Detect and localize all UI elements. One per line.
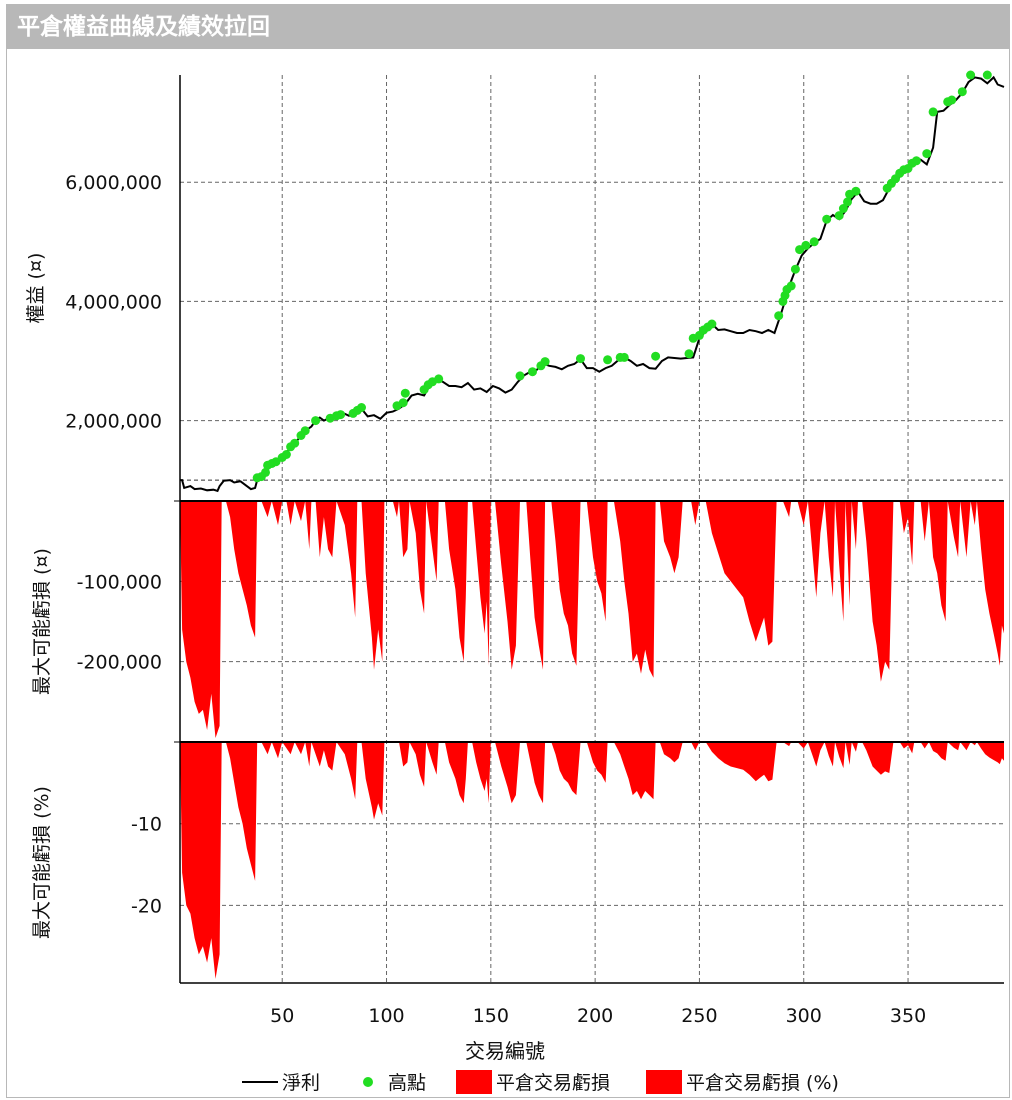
y-tick-label: -100,000 <box>77 571 162 593</box>
high-point-marker <box>300 426 310 436</box>
legend-label: 平倉交易虧損 <box>496 1072 610 1094</box>
high-point-marker <box>515 371 525 381</box>
x-tick-label: 50 <box>270 1005 294 1027</box>
y-axis-title: 最大可能虧損 (%) <box>31 786 53 939</box>
high-point-marker <box>290 438 300 448</box>
high-point-marker <box>843 197 852 207</box>
y-tick-label: -10 <box>131 814 162 836</box>
high-point-marker <box>838 204 848 213</box>
high-point-marker <box>651 351 661 361</box>
legend-label: 高點 <box>388 1072 426 1094</box>
axis-layer: 50 100 150 200 250 300 350 2,000,000 4,000,000 6,… <box>65 75 1004 1027</box>
high-point-marker <box>434 374 444 384</box>
x-axis-title: 交易編號 <box>465 1039 545 1063</box>
high-point-marker <box>851 186 861 196</box>
high-point-marker <box>786 281 796 291</box>
drawdown-area <box>180 742 1004 979</box>
high-point-marker <box>281 450 291 459</box>
y-tick-label: 6,000,000 <box>65 172 162 194</box>
high-point-marker <box>801 240 811 250</box>
high-point-marker <box>528 367 537 377</box>
high-point-marker <box>834 211 844 221</box>
x-tick-label: 350 <box>890 1005 926 1027</box>
high-point-marker <box>576 354 585 364</box>
legend: 淨利 高點 平倉交易虧損 平倉交易虧損 (%) <box>242 1070 839 1094</box>
high-point-marker <box>311 416 321 426</box>
high-point-marker <box>707 319 717 329</box>
high-point-marker <box>947 95 957 105</box>
high-point-marker <box>928 107 938 117</box>
legend-dot-swatch <box>363 1077 373 1087</box>
high-point-marker <box>684 349 694 359</box>
high-point-marker <box>398 398 408 408</box>
legend-label: 淨利 <box>282 1072 320 1094</box>
high-point-marker <box>540 357 550 367</box>
high-point-marker <box>357 403 366 412</box>
high-point-marker <box>982 70 992 80</box>
legend-box-swatch <box>646 1070 682 1094</box>
y-axis-title: 最大可能虧損 (¤) <box>31 548 53 695</box>
high-point-marker <box>774 311 784 321</box>
high-point-marker <box>809 237 819 247</box>
legend-label: 平倉交易虧損 (%) <box>686 1072 839 1094</box>
high-point-marker <box>261 467 270 477</box>
x-tick-label: 150 <box>473 1005 509 1027</box>
high-point-marker <box>957 87 967 97</box>
drawdown-area <box>180 501 1004 738</box>
legend-box-swatch <box>456 1070 492 1094</box>
high-point-marker <box>922 149 932 159</box>
series-layer <box>180 70 1005 979</box>
high-point-marker <box>911 156 921 166</box>
y-axis-title: 權益 (¤) <box>25 253 47 324</box>
y-tick-label: 2,000,000 <box>65 411 162 433</box>
high-point-marker <box>603 355 613 365</box>
high-point-marker <box>619 352 629 362</box>
high-point-marker <box>966 70 976 80</box>
y-tick-label: -20 <box>131 895 162 917</box>
window-title: 平倉權益曲線及績效拉回 <box>7 5 1009 49</box>
y-tick-label: -200,000 <box>77 652 162 674</box>
x-tick-label: 300 <box>786 1005 822 1027</box>
x-tick-label: 200 <box>577 1005 613 1027</box>
y-tick-label: 4,000,000 <box>65 291 162 313</box>
grid-layer <box>180 75 1004 983</box>
high-point-marker <box>400 388 410 398</box>
x-tick-label: 100 <box>368 1005 404 1027</box>
high-point-marker <box>336 410 346 420</box>
high-point-marker <box>790 264 800 274</box>
x-tick-label: 250 <box>681 1005 717 1027</box>
high-point-marker <box>822 214 832 224</box>
label-layer: 交易編號 權益 (¤) 最大可能虧損 (¤) 最大可能虧損 (%) <box>25 253 545 1063</box>
